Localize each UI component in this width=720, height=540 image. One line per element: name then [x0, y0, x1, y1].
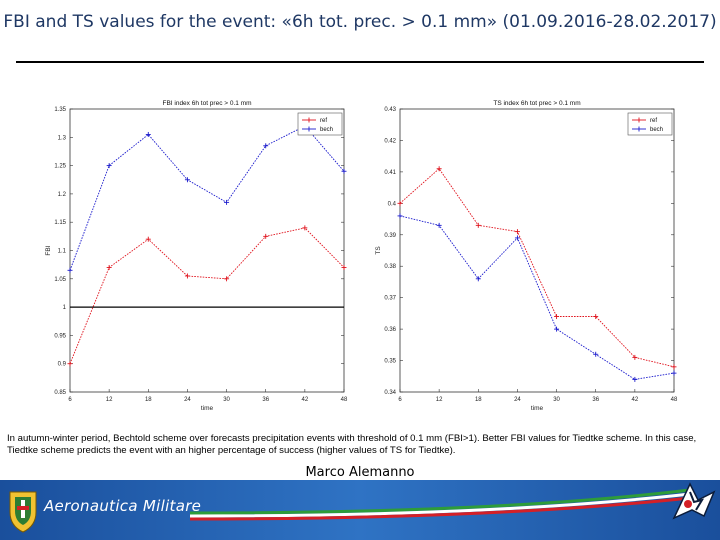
fbi-xtick-label: 18	[145, 397, 152, 403]
fbi-xtick-label: 6	[68, 397, 72, 403]
fbi-legend-label-ref: ref	[320, 118, 327, 124]
ts-xtick-label: 12	[436, 397, 443, 403]
fbi-ylabel: FBI	[45, 245, 52, 255]
fbi-point-ref	[106, 264, 112, 270]
ts-point-ref	[514, 229, 520, 235]
ts-ytick-label: 0.37	[384, 296, 396, 302]
eagle-emblem-icon	[672, 482, 716, 520]
fbi-ytick-label: 1.2	[58, 192, 67, 198]
fbi-point-bech	[67, 267, 73, 273]
ts-chart: TS index 6h tot prec > 0.1 mm 0.34 0.35 0.3…	[370, 92, 682, 415]
fbi-legend-label-bech: bech	[320, 127, 333, 133]
fbi-ytick-label: 1.35	[54, 107, 66, 113]
fbi-point-ref	[263, 233, 269, 239]
ts-xtick-label: 18	[475, 397, 482, 403]
ts-xtick-label: 42	[632, 397, 639, 403]
ts-ytick-label: 0.4	[388, 201, 397, 207]
ts-plot-frame	[399, 108, 675, 393]
ts-legend-label-bech: bech	[650, 127, 663, 133]
ts-point-bech	[514, 235, 520, 241]
footer-banner: Aeronautica Militare	[0, 480, 720, 540]
fbi-ytick-label: 0.95	[54, 333, 66, 339]
ts-xlabel: time	[531, 405, 544, 412]
ts-point-bech	[436, 222, 442, 228]
fbi-ytick-label: 1	[63, 305, 67, 311]
ts-point-ref	[671, 364, 677, 370]
footer-graphic	[0, 480, 720, 540]
fbi-point-ref	[184, 273, 190, 279]
fbi-point-ref	[145, 236, 151, 242]
fbi-xtick-label: 42	[302, 397, 309, 403]
ts-point-ref	[593, 314, 599, 320]
ts-legend-label-ref: ref	[650, 118, 657, 124]
ts-ytick-label: 0.43	[384, 107, 396, 113]
fbi-ytick-label: 1.3	[58, 135, 67, 141]
author-name: Marco Alemanno	[305, 465, 415, 480]
fbi-series-line-bech	[69, 125, 345, 271]
ts-ytick-label: 0.35	[384, 359, 396, 365]
ts-point-bech	[554, 326, 560, 332]
fbi-ytick-label: 1.15	[54, 220, 66, 226]
fbi-xtick-label: 36	[262, 397, 269, 403]
fbi-point-ref	[302, 225, 308, 231]
ts-series-line-ref	[399, 168, 675, 368]
ts-xtick-label: 30	[553, 397, 560, 403]
fbi-ytick-label: 0.85	[54, 390, 66, 396]
fbi-svg: FBI index 6h tot prec > 0.1 mm 0.85 0.9 0.9…	[45, 100, 348, 412]
ts-point-bech	[632, 376, 638, 382]
fbi-point-bech	[145, 131, 151, 137]
ts-ytick-label: 0.41	[384, 170, 396, 176]
fbi-point-bech	[106, 163, 112, 169]
title-divider	[16, 61, 704, 63]
fbi-xlabel: time	[201, 405, 214, 412]
ts-point-ref	[397, 200, 403, 206]
fbi-ytick-label: 1.05	[54, 277, 66, 283]
fbi-xtick-label: 30	[223, 397, 230, 403]
military-crest-icon	[9, 491, 37, 533]
ts-point-bech	[397, 213, 403, 219]
slide-caption: In autumn-winter period, Bechtold scheme…	[7, 433, 697, 456]
ts-ytick-label: 0.42	[384, 138, 396, 144]
fbi-point-ref	[67, 361, 73, 367]
fbi-ytick-label: 0.9	[58, 362, 67, 368]
footer-brand: Aeronautica Militare	[44, 497, 202, 515]
fbi-point-bech	[263, 143, 269, 149]
fbi-series-line-ref	[69, 227, 345, 364]
fbi-xtick-label: 24	[184, 397, 191, 403]
slide-title: FBI and TS values for the event: «6h tot…	[3, 12, 717, 32]
ts-xtick-label: 24	[514, 397, 521, 403]
ts-xtick-label: 36	[592, 397, 599, 403]
ts-xtick-label: 6	[398, 397, 402, 403]
ts-point-ref	[632, 354, 638, 360]
fbi-point-bech	[341, 168, 347, 174]
fbi-point-bech	[184, 177, 190, 183]
ts-ytick-label: 0.39	[384, 233, 396, 239]
fbi-ytick-label: 1.1	[58, 249, 67, 255]
fbi-point-bech	[224, 199, 230, 205]
ts-title: TS index 6h tot prec > 0.1 mm	[493, 100, 580, 107]
ts-series-line-bech	[399, 215, 675, 380]
fbi-xtick-label: 12	[106, 397, 113, 403]
ts-svg: TS index 6h tot prec > 0.1 mm 0.34 0.35 0.3…	[375, 100, 678, 412]
ts-point-ref	[436, 166, 442, 172]
ts-xtick-label: 48	[671, 397, 678, 403]
ts-ytick-label: 0.36	[384, 327, 396, 333]
ts-ytick-label: 0.38	[384, 264, 396, 270]
ts-point-bech	[475, 276, 481, 282]
ts-point-bech	[671, 370, 677, 376]
fbi-plot-frame	[69, 108, 345, 393]
fbi-chart: FBI index 6h tot prec > 0.1 mm 0.85 0.9 0.9…	[40, 92, 352, 415]
fbi-point-ref	[224, 276, 230, 282]
ts-point-ref	[554, 314, 560, 320]
fbi-point-ref	[341, 264, 347, 270]
fbi-xtick-label: 48	[341, 397, 348, 403]
ts-ytick-label: 0.34	[384, 390, 396, 396]
ts-point-ref	[475, 222, 481, 228]
ts-point-bech	[593, 351, 599, 357]
fbi-ytick-label: 1.25	[54, 164, 66, 170]
fbi-title: FBI index 6h tot prec > 0.1 mm	[162, 100, 251, 107]
ts-ylabel: TS	[375, 246, 382, 255]
tricolor-stripes	[189, 488, 691, 521]
